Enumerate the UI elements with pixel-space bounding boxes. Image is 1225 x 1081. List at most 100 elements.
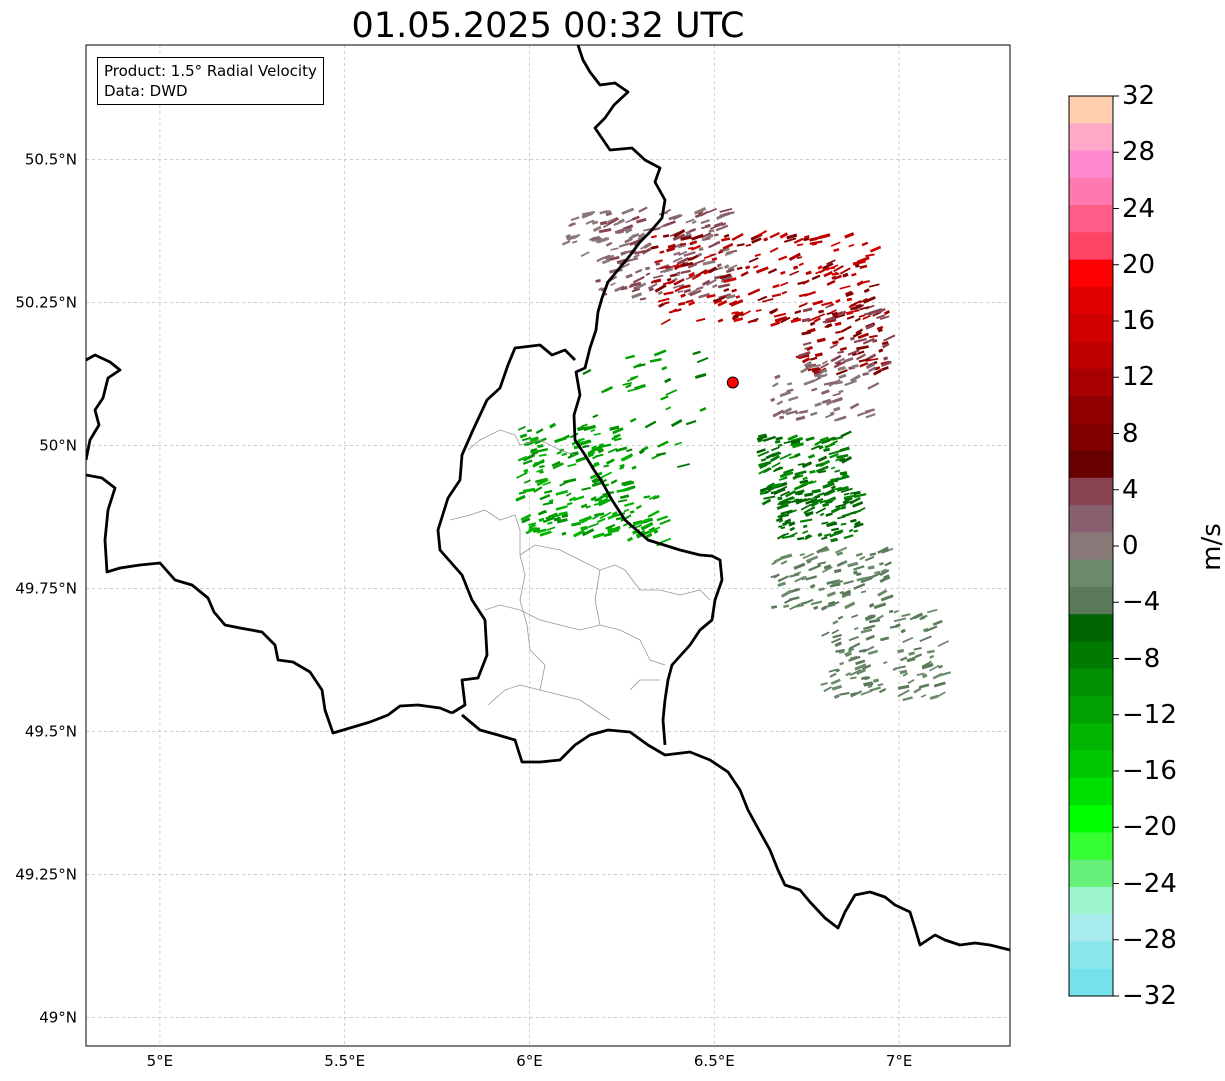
- velocity-echo: [925, 625, 938, 632]
- velocity-echo: [840, 430, 852, 438]
- velocity-echo: [649, 358, 662, 363]
- velocity-echo: [824, 324, 830, 329]
- velocity-echo: [712, 296, 725, 303]
- velocity-echo: [843, 492, 850, 496]
- colorbar-segment: [1069, 532, 1113, 561]
- velocity-echo: [623, 480, 635, 487]
- velocity-echo: [788, 521, 796, 527]
- velocity-echo: [801, 357, 811, 364]
- colorbar-segment: [1069, 777, 1113, 806]
- velocity-echo: [625, 354, 636, 360]
- velocity-echo: [561, 531, 567, 536]
- velocity-echo: [546, 526, 556, 531]
- velocity-echo: [643, 495, 651, 499]
- velocity-echo: [653, 274, 664, 279]
- velocity-echo: [781, 513, 790, 518]
- velocity-echo: [634, 383, 646, 391]
- velocity-echo: [629, 417, 637, 423]
- velocity-echo: [662, 208, 672, 215]
- velocity-echo: [780, 589, 792, 598]
- velocity-echo: [815, 465, 829, 473]
- colorbar-segment: [1069, 205, 1113, 233]
- velocity-echo: [789, 573, 800, 578]
- velocity-echo: [833, 274, 842, 280]
- velocity-echo: [666, 277, 672, 282]
- velocity-echo: [548, 499, 554, 503]
- velocity-echo: [534, 437, 547, 445]
- velocity-echo: [817, 470, 827, 474]
- colorbar-segment: [1069, 423, 1113, 452]
- velocity-echo: [772, 409, 785, 418]
- velocity-echo: [862, 314, 871, 320]
- velocity-echo: [855, 572, 862, 577]
- velocity-echo: [655, 262, 661, 266]
- map-border: [85, 44, 1011, 1047]
- colorbar-segment: [1069, 723, 1113, 752]
- velocity-echo: [805, 555, 819, 563]
- velocity-echo: [538, 517, 545, 523]
- velocity-echo: [756, 448, 766, 454]
- velocity-echo: [856, 668, 867, 675]
- velocity-echo: [778, 525, 783, 528]
- velocity-echo: [772, 466, 782, 473]
- velocity-echo: [765, 452, 776, 460]
- velocity-echo: [810, 356, 818, 361]
- colorbar-segment: [1069, 614, 1113, 642]
- velocity-echo: [591, 220, 599, 225]
- velocity-echo: [638, 206, 648, 213]
- velocity-echo: [820, 605, 828, 611]
- velocity-echo: [877, 589, 888, 597]
- velocity-echo: [864, 555, 875, 562]
- velocity-echo: [805, 436, 815, 442]
- velocity-echo: [673, 278, 685, 286]
- velocity-echo: [780, 490, 791, 497]
- velocity-echo: [810, 600, 823, 606]
- velocity-echo: [623, 508, 630, 513]
- velocity-echo: [525, 527, 535, 535]
- velocity-echo: [533, 460, 545, 465]
- velocity-echo: [716, 263, 722, 268]
- velocity-echo: [536, 468, 544, 473]
- velocity-echo: [594, 497, 602, 502]
- velocity-echo: [533, 486, 543, 493]
- velocity-echo: [715, 266, 724, 271]
- velocity-echo: [831, 629, 840, 635]
- velocity-echo: [634, 249, 646, 255]
- velocity-echo: [814, 438, 825, 446]
- velocity-echo: [749, 319, 758, 323]
- velocity-echo: [831, 527, 839, 532]
- velocity-echo: [865, 253, 875, 257]
- velocity-echo: [663, 291, 674, 296]
- velocity-echo: [821, 398, 832, 404]
- velocity-echo: [668, 214, 681, 221]
- velocity-echo: [839, 661, 845, 666]
- lon-tick-label: 6.5°E: [694, 1052, 735, 1070]
- velocity-echo: [850, 691, 858, 696]
- colorbar-segment: [1069, 259, 1113, 288]
- velocity-echo: [645, 266, 651, 271]
- velocity-echo: [805, 511, 814, 517]
- velocity-echo: [842, 497, 853, 504]
- velocity-echo: [591, 477, 599, 484]
- velocity-echo: [790, 438, 801, 445]
- velocity-echo: [649, 526, 661, 533]
- velocity-echo: [644, 420, 657, 429]
- velocity-echo: [843, 357, 854, 363]
- velocity-echo: [820, 368, 828, 374]
- velocity-echo: [837, 350, 845, 354]
- colorbar: [1068, 95, 1119, 997]
- velocity-echo: [717, 283, 731, 289]
- velocity-echo: [708, 241, 721, 249]
- velocity-echo: [618, 242, 630, 248]
- velocity-echo: [817, 492, 825, 497]
- velocity-echo: [576, 425, 584, 431]
- velocity-echo: [606, 254, 615, 260]
- velocity-echo: [611, 434, 621, 441]
- velocity-echo: [864, 408, 875, 414]
- velocity-echo: [683, 288, 692, 294]
- velocity-echo: [863, 681, 874, 687]
- info-data-source: Data: DWD: [104, 82, 188, 100]
- colorbar-segment: [1069, 477, 1113, 506]
- velocity-echo: [901, 613, 911, 618]
- colorbar-tick-label: −24: [1122, 868, 1177, 899]
